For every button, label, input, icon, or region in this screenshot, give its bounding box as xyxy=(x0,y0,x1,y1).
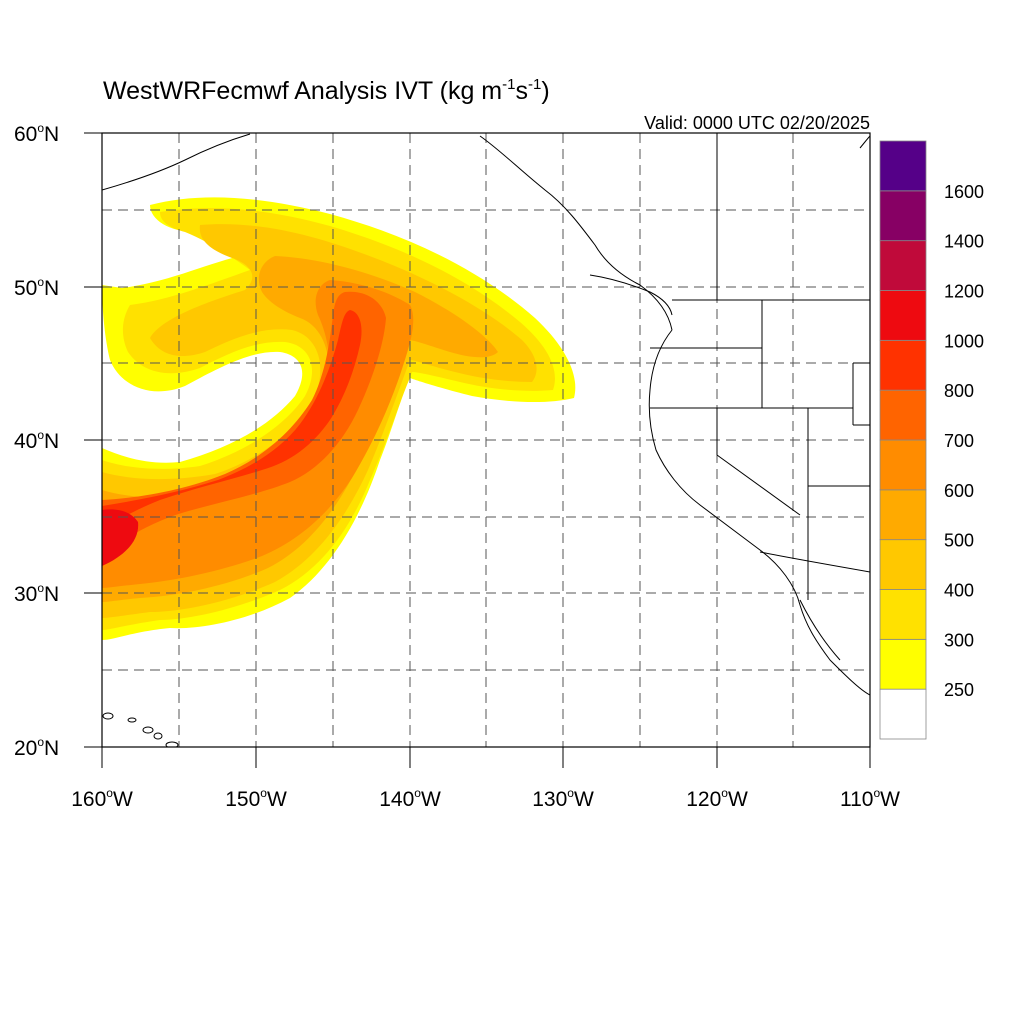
map-area xyxy=(102,133,870,747)
colorbar-label-250: 250 xyxy=(944,680,974,700)
colorbar-label-700: 700 xyxy=(944,431,974,451)
lon-label-160w: 160oW xyxy=(71,786,133,811)
latitude-labels: 60oN 50oN 40oN 30oN 20oN xyxy=(14,121,59,760)
colorbar-box-250 xyxy=(879,638,927,690)
colorbar-box-800 xyxy=(879,339,927,391)
lat-label-60: 60oN xyxy=(14,121,59,146)
lat-label-40: 40oN xyxy=(14,428,59,453)
colorbar-label-300: 300 xyxy=(944,630,974,650)
colorbar-box-600 xyxy=(879,439,927,491)
axis-ticks xyxy=(84,132,871,768)
lat-label-20: 20oN xyxy=(14,735,59,760)
colorbar-box-1400 xyxy=(879,190,927,242)
colorbar-box-1000 xyxy=(879,290,927,341)
ivt-contour-1000 xyxy=(102,509,139,566)
colorbar-label-1000: 1000 xyxy=(944,331,984,351)
valid-time-label: Valid: 0000 UTC 02/20/2025 xyxy=(644,113,870,133)
colorbar-label-600: 600 xyxy=(944,481,974,501)
colorbar-box-300 xyxy=(879,589,927,640)
lat-label-50: 50oN xyxy=(14,275,59,300)
colorbar: 250 300 400 500 600 700 800 1000 1200 1400 1600 xyxy=(879,140,984,740)
colorbar-label-400: 400 xyxy=(944,581,974,601)
colorbar-box-700 xyxy=(879,389,927,441)
lon-label-130w: 130oW xyxy=(532,786,594,811)
ivt-shading xyxy=(102,197,576,640)
colorbar-label-1400: 1400 xyxy=(944,232,984,252)
colorbar-box-1200 xyxy=(879,240,927,291)
longitude-labels: 160oW 150oW 140oW 130oW 120oW 110oW xyxy=(71,786,900,811)
state-borders xyxy=(650,133,870,600)
lon-label-140w: 140oW xyxy=(379,786,441,811)
ivt-contour-800 xyxy=(102,310,362,528)
colorbar-label-1200: 1200 xyxy=(944,282,984,302)
colorbar-box-0 xyxy=(879,688,927,740)
plot-title: WestWRFecmwf Analysis IVT (kg m-1s-1) xyxy=(103,76,550,105)
colorbar-box-500 xyxy=(879,489,927,541)
lon-label-150w: 150oW xyxy=(225,786,287,811)
coastlines xyxy=(102,133,870,696)
lon-label-120w: 120oW xyxy=(686,786,748,811)
graticule xyxy=(102,133,870,747)
lat-label-30: 30oN xyxy=(14,581,59,606)
lon-label-110w: 110oW xyxy=(840,786,900,811)
colorbar-box-400 xyxy=(879,539,927,590)
colorbar-label-500: 500 xyxy=(944,531,974,551)
colorbar-box-1600 xyxy=(879,140,927,192)
colorbar-label-1600: 1600 xyxy=(944,182,984,202)
colorbar-label-800: 800 xyxy=(944,381,974,401)
hawaii-islands xyxy=(102,712,179,747)
